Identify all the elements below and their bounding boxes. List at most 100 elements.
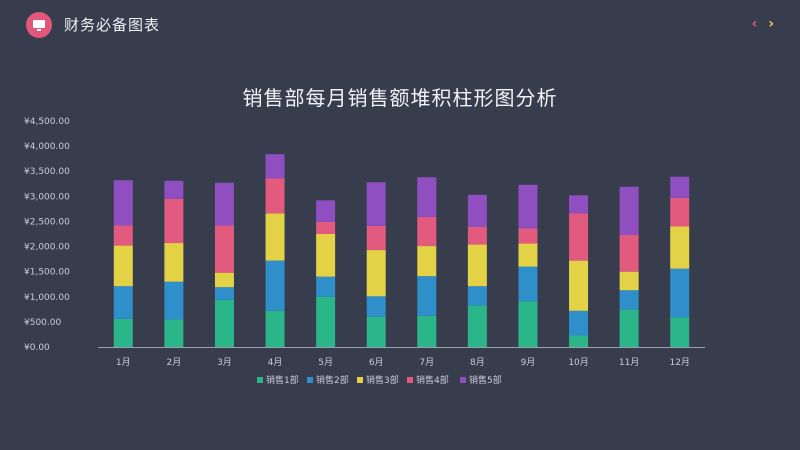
bar-segment-2 bbox=[518, 266, 538, 302]
bar-segment-1 bbox=[467, 305, 487, 347]
bar-segment-5 bbox=[467, 194, 487, 227]
bar-segment-4 bbox=[316, 221, 336, 234]
bar-segment-5 bbox=[417, 177, 437, 217]
legend-swatch bbox=[460, 377, 466, 383]
bar-segment-2 bbox=[569, 310, 589, 336]
x-tick-label: 11月 bbox=[619, 357, 639, 368]
y-tick-label: ¥3,500.00 bbox=[24, 167, 70, 177]
bar-segment-4 bbox=[214, 225, 234, 273]
bar-segment-5 bbox=[569, 195, 589, 214]
bar-segment-3 bbox=[569, 260, 589, 311]
y-tick-label: ¥1,000.00 bbox=[24, 293, 70, 303]
bar-segment-2 bbox=[316, 276, 336, 297]
legend-label: 销售4部 bbox=[416, 374, 449, 386]
bar-segment-2 bbox=[619, 290, 639, 310]
bar-segment-4 bbox=[417, 216, 437, 247]
bar-segment-3 bbox=[619, 271, 639, 291]
app-title: 财务必备图表 bbox=[64, 16, 161, 34]
bar-segment-4 bbox=[366, 225, 386, 251]
bar-segment-4 bbox=[467, 226, 487, 245]
bar-segment-4 bbox=[518, 228, 538, 244]
bar-segment-4 bbox=[619, 235, 639, 272]
bar-segment-3 bbox=[366, 250, 386, 297]
bar-segment-1 bbox=[670, 317, 690, 347]
y-tick-label: ¥4,000.00 bbox=[24, 142, 70, 152]
bar-segment-2 bbox=[366, 296, 386, 317]
x-tick-label: 9月 bbox=[521, 357, 536, 368]
bar-segment-1 bbox=[316, 296, 336, 347]
x-tick-label: 5月 bbox=[318, 357, 333, 368]
x-tick-label: 4月 bbox=[268, 357, 283, 368]
chevron-right-icon[interactable]: › bbox=[768, 16, 774, 32]
legend-swatch bbox=[307, 377, 313, 383]
bar-segment-5 bbox=[316, 200, 336, 222]
x-tick-label: 10月 bbox=[568, 357, 588, 368]
bar-segment-5 bbox=[619, 186, 639, 236]
legend-label: 销售2部 bbox=[316, 374, 349, 386]
legend-label: 销售5部 bbox=[469, 374, 502, 386]
bar-segment-5 bbox=[164, 180, 184, 199]
x-tick-label: 7月 bbox=[419, 357, 434, 368]
bar-segment-1 bbox=[366, 316, 386, 347]
bar-segment-2 bbox=[467, 286, 487, 306]
bar-segment-1 bbox=[417, 315, 437, 347]
bar-segment-5 bbox=[670, 176, 690, 198]
chart-title: 销售部每月销售额堆积柱形图分析 bbox=[242, 86, 558, 110]
x-tick-label: 6月 bbox=[369, 357, 384, 368]
y-tick-label: ¥4,500.00 bbox=[24, 117, 70, 127]
bar-segment-2 bbox=[417, 276, 437, 316]
bar-segment-2 bbox=[670, 268, 690, 318]
x-tick-label: 8月 bbox=[470, 357, 485, 368]
bar-segment-1 bbox=[214, 299, 234, 347]
slide-navigation: ‹ › bbox=[746, 16, 774, 32]
bar-segment-3 bbox=[670, 226, 690, 269]
bar-segment-2 bbox=[164, 281, 184, 320]
bar-segment-5 bbox=[265, 154, 285, 179]
bar-segment-5 bbox=[366, 182, 386, 226]
x-tick-label: 3月 bbox=[217, 357, 232, 368]
presentation-icon bbox=[26, 12, 52, 38]
bar-segment-3 bbox=[214, 272, 234, 288]
bar-segment-1 bbox=[164, 319, 184, 347]
top-bar: 财务必备图表 ‹ › bbox=[0, 0, 800, 50]
legend-label: 销售1部 bbox=[266, 374, 299, 386]
bar-segment-3 bbox=[316, 234, 336, 277]
legend-swatch bbox=[257, 377, 263, 383]
bar-segment-3 bbox=[417, 246, 437, 277]
bar-segment-2 bbox=[265, 260, 285, 311]
legend-swatch bbox=[357, 377, 363, 383]
bar-segment-4 bbox=[113, 225, 133, 246]
x-tick-label: 1月 bbox=[116, 357, 131, 368]
legend-swatch bbox=[407, 377, 413, 383]
y-tick-label: ¥2,500.00 bbox=[24, 217, 70, 227]
x-tick-label: 12月 bbox=[669, 357, 689, 368]
bar-segment-3 bbox=[265, 213, 285, 261]
bar-segment-2 bbox=[214, 287, 234, 300]
chevron-left-icon[interactable]: ‹ bbox=[751, 16, 758, 32]
bar-segment-1 bbox=[619, 309, 639, 347]
legend-label: 销售3部 bbox=[366, 374, 399, 386]
bar-segment-4 bbox=[569, 213, 589, 261]
bar-segment-3 bbox=[164, 243, 184, 282]
bar-segment-1 bbox=[518, 301, 538, 347]
bar-segment-4 bbox=[670, 197, 690, 227]
bar-segment-5 bbox=[113, 180, 133, 226]
bar-segment-5 bbox=[214, 182, 234, 226]
bar-segment-1 bbox=[265, 310, 285, 347]
x-tick-label: 2月 bbox=[167, 357, 182, 368]
bar-segment-2 bbox=[113, 286, 133, 319]
bar-segment-4 bbox=[265, 178, 285, 214]
y-tick-label: ¥0.00 bbox=[24, 343, 50, 353]
bar-segment-1 bbox=[113, 318, 133, 347]
y-tick-label: ¥2,000.00 bbox=[24, 243, 70, 253]
bar-segment-4 bbox=[164, 198, 184, 244]
bar-segment-3 bbox=[113, 245, 133, 287]
bar-segment-1 bbox=[569, 335, 589, 347]
bar-segment-3 bbox=[467, 244, 487, 287]
y-tick-label: ¥1,500.00 bbox=[24, 268, 70, 278]
y-tick-label: ¥500.00 bbox=[24, 318, 61, 328]
bar-segment-5 bbox=[518, 184, 538, 229]
y-tick-label: ¥3,000.00 bbox=[24, 192, 70, 202]
bar-segment-3 bbox=[518, 243, 538, 267]
